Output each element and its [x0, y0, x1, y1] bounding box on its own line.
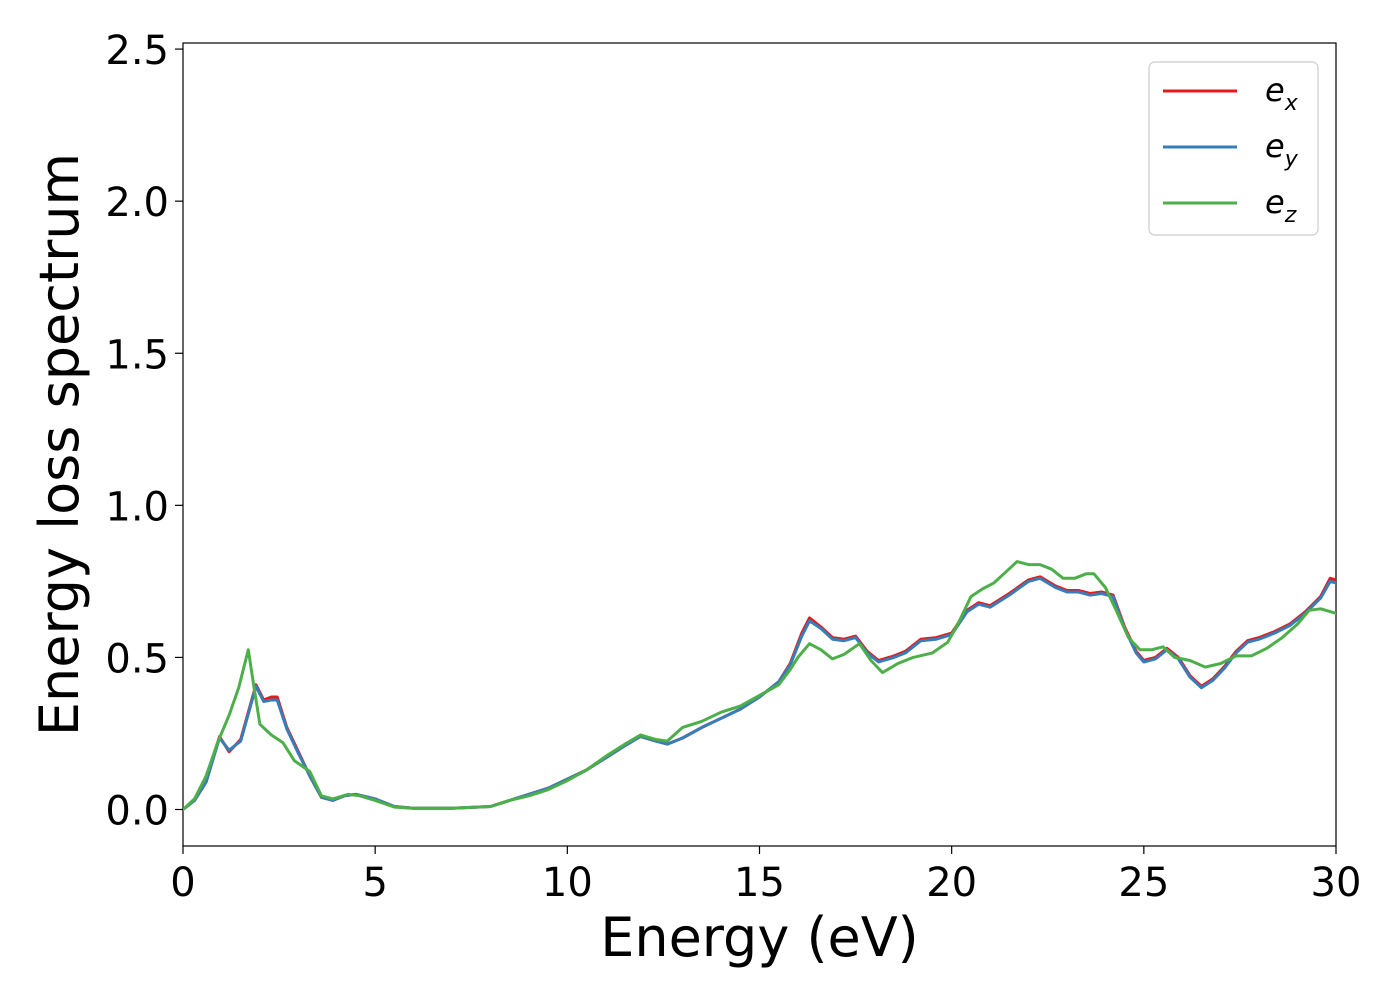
x-tick-label: 15 [734, 860, 785, 906]
series-line-z [183, 560, 1336, 811]
y-axis-label: Energy loss spectrum [28, 153, 91, 736]
x-tick-label: 20 [926, 860, 977, 906]
x-axis: 0 5 10 15 20 25 30 [170, 846, 1361, 906]
y-tick-label: 0.0 [105, 789, 169, 835]
series-layer [183, 560, 1336, 811]
y-axis: 0.0 0.5 1.0 1.5 2.0 2.5 [105, 28, 183, 835]
x-tick-label: 5 [362, 860, 387, 906]
legend: ex ey ez [1148, 61, 1319, 236]
x-tick-label: 25 [1118, 860, 1169, 906]
x-tick-label: 30 [1311, 860, 1362, 906]
y-tick-label: 0.5 [105, 636, 169, 682]
x-tick-label: 0 [170, 860, 195, 906]
y-tick-label: 1.5 [105, 332, 169, 378]
legend-label: ex [1265, 71, 1299, 116]
x-tick-label: 10 [542, 860, 593, 906]
y-tick-label: 2.5 [105, 28, 169, 74]
legend-label: ey [1265, 127, 1299, 172]
y-tick-label: 1.0 [105, 484, 169, 530]
legend-label: ez [1265, 183, 1297, 228]
x-axis-label: Energy (eV) [600, 906, 919, 969]
y-tick-label: 2.0 [105, 180, 169, 226]
